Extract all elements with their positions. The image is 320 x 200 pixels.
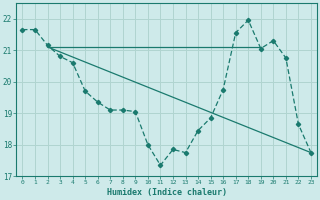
X-axis label: Humidex (Indice chaleur): Humidex (Indice chaleur) xyxy=(107,188,227,197)
